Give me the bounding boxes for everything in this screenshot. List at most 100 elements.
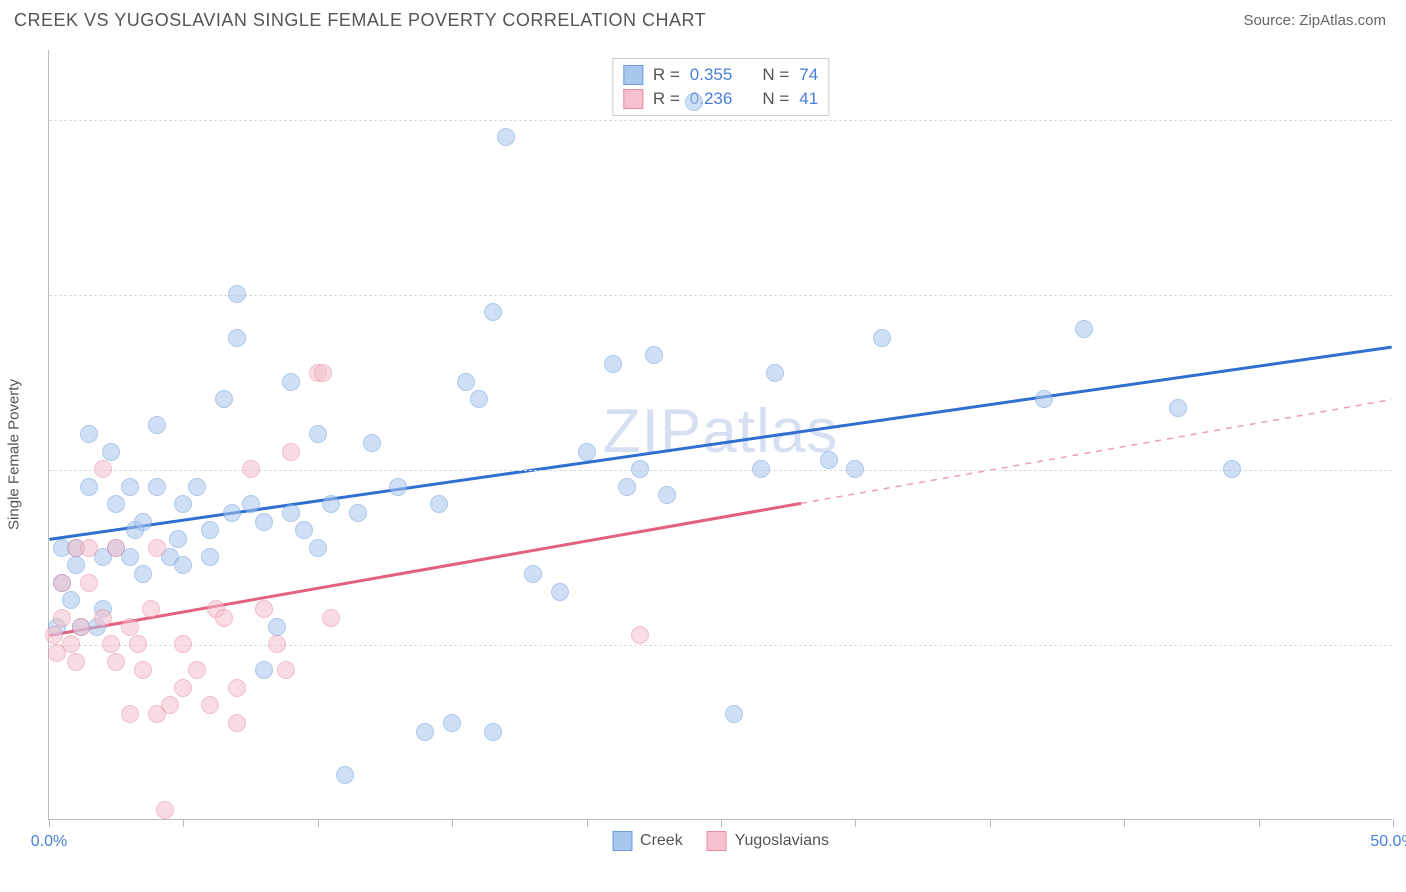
stat-label-n: N = bbox=[762, 89, 789, 109]
legend-item-yugoslavians: Yugoslavians bbox=[707, 831, 829, 851]
data-point bbox=[618, 478, 636, 496]
data-point bbox=[174, 635, 192, 653]
data-point bbox=[242, 495, 260, 513]
data-point bbox=[201, 521, 219, 539]
data-point bbox=[443, 714, 461, 732]
data-point bbox=[161, 696, 179, 714]
data-point bbox=[295, 521, 313, 539]
x-tick bbox=[318, 819, 319, 827]
x-tick bbox=[49, 819, 50, 827]
data-point bbox=[1035, 390, 1053, 408]
data-point bbox=[188, 661, 206, 679]
data-point bbox=[53, 574, 71, 592]
data-point bbox=[314, 364, 332, 382]
x-tick bbox=[1124, 819, 1125, 827]
data-point bbox=[484, 303, 502, 321]
data-point bbox=[94, 460, 112, 478]
stat-r-creek: 0.355 bbox=[690, 65, 733, 85]
data-point bbox=[102, 443, 120, 461]
data-point bbox=[282, 443, 300, 461]
y-tick-label: 40.0% bbox=[1397, 461, 1406, 479]
data-point bbox=[242, 460, 260, 478]
data-point bbox=[174, 556, 192, 574]
data-point bbox=[148, 539, 166, 557]
x-tick bbox=[587, 819, 588, 827]
data-point bbox=[121, 705, 139, 723]
data-point bbox=[80, 539, 98, 557]
data-point bbox=[107, 539, 125, 557]
y-tick-label: 20.0% bbox=[1397, 636, 1406, 654]
data-point bbox=[228, 714, 246, 732]
data-point bbox=[282, 504, 300, 522]
data-point bbox=[134, 661, 152, 679]
gridline bbox=[49, 295, 1392, 296]
data-point bbox=[201, 696, 219, 714]
data-point bbox=[873, 329, 891, 347]
data-point bbox=[1075, 320, 1093, 338]
data-point bbox=[255, 661, 273, 679]
x-tick bbox=[721, 819, 722, 827]
data-point bbox=[102, 635, 120, 653]
data-point bbox=[277, 661, 295, 679]
data-point bbox=[322, 495, 340, 513]
legend-label-creek: Creek bbox=[640, 832, 683, 850]
data-point bbox=[80, 574, 98, 592]
data-point bbox=[67, 653, 85, 671]
data-point bbox=[67, 556, 85, 574]
data-point bbox=[484, 723, 502, 741]
data-point bbox=[389, 478, 407, 496]
data-point bbox=[201, 548, 219, 566]
data-point bbox=[470, 390, 488, 408]
data-point bbox=[363, 434, 381, 452]
data-point bbox=[725, 705, 743, 723]
legend-item-creek: Creek bbox=[612, 831, 683, 851]
data-point bbox=[766, 364, 784, 382]
x-tick bbox=[855, 819, 856, 827]
x-tick bbox=[990, 819, 991, 827]
trend-line-dashed bbox=[801, 400, 1392, 504]
data-point bbox=[255, 513, 273, 531]
legend-label-yugoslavians: Yugoslavians bbox=[735, 832, 829, 850]
data-point bbox=[148, 478, 166, 496]
data-point bbox=[53, 609, 71, 627]
data-point bbox=[134, 565, 152, 583]
swatch-creek bbox=[623, 65, 643, 85]
data-point bbox=[752, 460, 770, 478]
watermark-text: ZIPatlas bbox=[603, 395, 838, 466]
data-point bbox=[148, 416, 166, 434]
data-point bbox=[658, 486, 676, 504]
source-attribution: Source: ZipAtlas.com bbox=[1243, 12, 1386, 29]
data-point bbox=[631, 460, 649, 478]
y-tick-label: 60.0% bbox=[1397, 286, 1406, 304]
stat-label-r: R = bbox=[653, 89, 680, 109]
data-point bbox=[215, 390, 233, 408]
data-point bbox=[228, 679, 246, 697]
data-point bbox=[1169, 399, 1187, 417]
swatch-creek bbox=[612, 831, 632, 851]
data-point bbox=[457, 373, 475, 391]
data-point bbox=[645, 346, 663, 364]
data-point bbox=[268, 635, 286, 653]
data-point bbox=[156, 801, 174, 819]
x-tick bbox=[183, 819, 184, 827]
data-point bbox=[174, 679, 192, 697]
data-point bbox=[322, 609, 340, 627]
data-point bbox=[309, 425, 327, 443]
data-point bbox=[336, 766, 354, 784]
data-point bbox=[282, 373, 300, 391]
data-point bbox=[255, 600, 273, 618]
data-point bbox=[430, 495, 448, 513]
data-point bbox=[129, 635, 147, 653]
trend-lines bbox=[49, 50, 1392, 819]
data-point bbox=[94, 609, 112, 627]
data-point bbox=[416, 723, 434, 741]
stat-n-creek: 74 bbox=[799, 65, 818, 85]
data-point bbox=[604, 355, 622, 373]
data-point bbox=[142, 600, 160, 618]
data-point bbox=[631, 626, 649, 644]
data-point bbox=[134, 513, 152, 531]
data-point bbox=[80, 425, 98, 443]
data-point bbox=[121, 478, 139, 496]
data-point bbox=[578, 443, 596, 461]
data-point bbox=[685, 93, 703, 111]
